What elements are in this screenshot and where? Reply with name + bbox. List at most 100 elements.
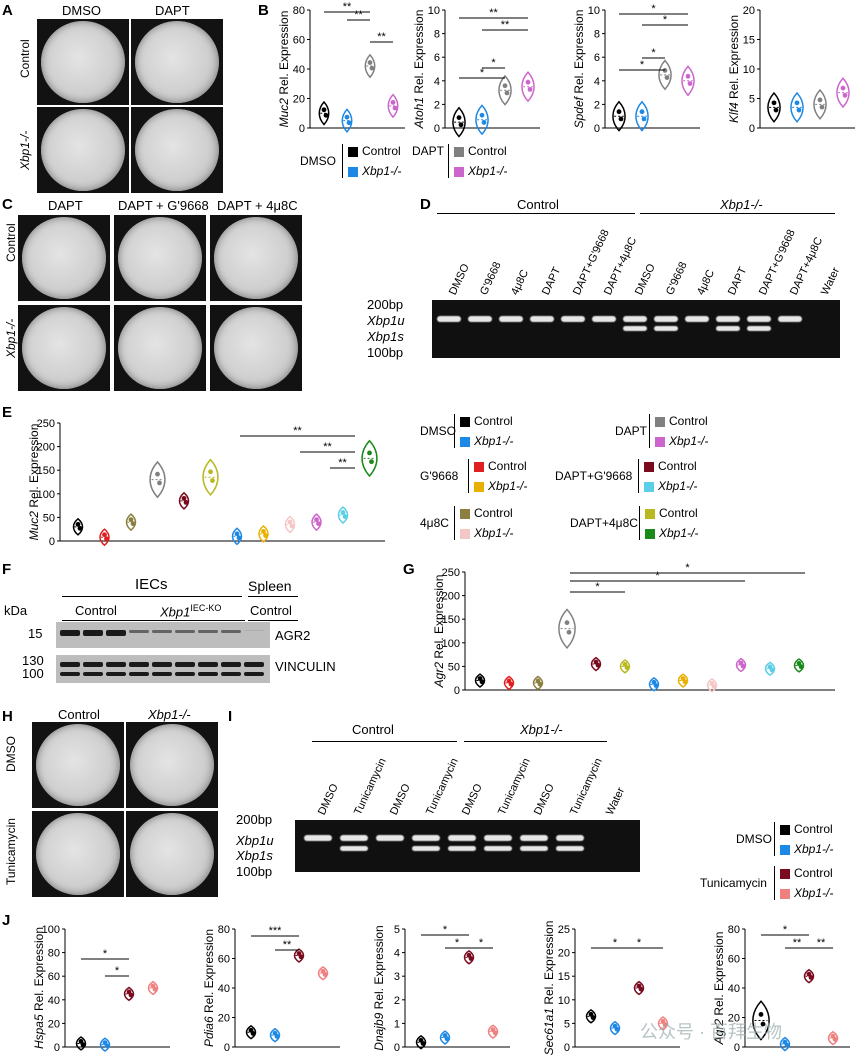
data-point bbox=[840, 85, 846, 91]
y-axis-label: Agr2 Rel. Expression bbox=[712, 932, 726, 1046]
y-tick-label: 25 bbox=[558, 924, 570, 936]
xbp1u-band bbox=[556, 835, 584, 841]
y-tick-label: 0 bbox=[734, 1042, 740, 1054]
violin bbox=[474, 673, 486, 688]
violin bbox=[735, 657, 747, 673]
y-tick-label: 20 bbox=[293, 94, 305, 106]
significance-label: ** bbox=[323, 441, 332, 453]
agr2-band bbox=[106, 630, 126, 636]
violin bbox=[657, 1016, 669, 1031]
significance-label: ** bbox=[501, 19, 510, 31]
gene-name: Agr2 bbox=[712, 1016, 726, 1046]
violin bbox=[487, 1024, 499, 1039]
legend-item: Control bbox=[644, 459, 697, 473]
legend-swatch bbox=[780, 888, 790, 899]
y-tick-label: 4 bbox=[434, 76, 440, 88]
y-tick-label: 80 bbox=[48, 948, 60, 960]
gel-lane-label: DMSO bbox=[633, 262, 658, 298]
violin bbox=[99, 528, 110, 547]
axis-unit: Rel. Expression bbox=[32, 927, 46, 1011]
y-axis-label: Spdef Rel. Expression bbox=[572, 10, 586, 129]
significance-label: * bbox=[655, 570, 660, 582]
legend-item: Control bbox=[460, 506, 513, 520]
data-point bbox=[323, 112, 329, 118]
vinculin-band bbox=[83, 662, 103, 667]
significance-label: * bbox=[115, 965, 120, 977]
violin bbox=[779, 1036, 791, 1052]
panel-label-a: A bbox=[2, 2, 13, 19]
violin bbox=[813, 88, 827, 120]
y-tick-label: 0 bbox=[594, 123, 600, 135]
blot-protein-agr2: AGR2 bbox=[275, 628, 311, 643]
xbp1u-band bbox=[561, 316, 585, 322]
panel-label-d: D bbox=[420, 196, 431, 213]
panel-e-legend: DMSO Control Xbp1-/- DAPT Control Xbp1-/- G'96… bbox=[420, 414, 860, 554]
legend-item: Control bbox=[454, 144, 507, 158]
xbp1s-band bbox=[412, 846, 440, 851]
y-tick-label: 250 bbox=[37, 418, 55, 430]
gel-i-group-xbp1: Xbp1-/- bbox=[520, 722, 563, 737]
xbp1s-band bbox=[654, 326, 678, 331]
legend-swatch bbox=[460, 508, 470, 519]
legend-bracket bbox=[774, 822, 775, 856]
gel-lane-label: 4μ8C bbox=[509, 267, 532, 298]
gene-name: Agr2 bbox=[432, 659, 446, 689]
gene-name: Spdef bbox=[572, 94, 586, 129]
violin bbox=[498, 74, 512, 106]
xbp1s-band bbox=[520, 846, 548, 851]
gel-marker-200bp: 200bp bbox=[367, 297, 404, 312]
panel-c-row-control: Control bbox=[4, 223, 18, 262]
agr2-band bbox=[221, 630, 241, 633]
organoid-image bbox=[210, 305, 302, 391]
legend-item: Xbp1-/- bbox=[780, 842, 833, 856]
blot-group-iecs: IECs bbox=[135, 576, 168, 593]
legend-item: Control bbox=[780, 866, 833, 880]
legend-group-label: DAPT+4μ8C bbox=[570, 516, 638, 530]
legend-swatch bbox=[645, 528, 655, 539]
agr2-band bbox=[60, 630, 80, 636]
xbp1u-band bbox=[340, 835, 368, 841]
legend-bracket bbox=[454, 414, 455, 448]
gel-i-marker-xbp1u: Xbp1u bbox=[236, 833, 274, 848]
gel-lane-label: Tunicamycin bbox=[568, 756, 605, 818]
blot-kda: kDa bbox=[4, 603, 28, 618]
data-point bbox=[566, 629, 572, 635]
significance-label: * bbox=[491, 57, 496, 69]
legend-group-label: DAPT+G'9668 bbox=[555, 469, 633, 483]
significance-label: ** bbox=[338, 457, 347, 469]
vinculin-band bbox=[244, 662, 264, 667]
violin bbox=[767, 91, 781, 123]
data-point bbox=[564, 620, 570, 626]
gel-lane-label: DMSO bbox=[460, 782, 485, 818]
y-tick-label: 40 bbox=[293, 64, 305, 76]
y-tick-label: 15 bbox=[558, 971, 570, 983]
legend-label: Control bbox=[658, 459, 697, 473]
violin bbox=[311, 513, 322, 532]
violin bbox=[585, 1009, 597, 1024]
legend-label: Xbp1-/- bbox=[488, 479, 528, 493]
legend-group-dmso: DMSO bbox=[300, 154, 336, 168]
blot-line bbox=[62, 596, 242, 597]
legend-swatch bbox=[655, 416, 665, 427]
watermark: 公众号 · 百拜生物 bbox=[640, 1022, 782, 1042]
y-tick-label: 3 bbox=[394, 971, 400, 983]
violin bbox=[648, 677, 660, 692]
organoid-image bbox=[32, 722, 124, 808]
violin bbox=[318, 100, 330, 126]
gel-lane-label: Water bbox=[604, 785, 628, 818]
y-tick-label: 200 bbox=[37, 442, 55, 454]
violin bbox=[752, 1000, 770, 1041]
legend-item: Xbp1-/- bbox=[460, 526, 513, 540]
panel-c-col: DAPT + G'9668 bbox=[118, 198, 209, 213]
axis-unit: Rel. Expression bbox=[572, 10, 586, 94]
data-point bbox=[773, 107, 779, 113]
violin bbox=[387, 93, 399, 119]
panel-i-legend: DMSO Control Xbp1-/- Tunicamycin Control… bbox=[700, 820, 860, 900]
legend-label: Control bbox=[669, 414, 708, 428]
legend-item: Control bbox=[655, 414, 708, 428]
violin bbox=[681, 65, 695, 97]
panel-label-e: E bbox=[2, 404, 13, 421]
y-tick-label: 2 bbox=[434, 99, 440, 111]
gene-name: Atoh1 bbox=[412, 94, 426, 130]
data-point bbox=[758, 1012, 764, 1017]
